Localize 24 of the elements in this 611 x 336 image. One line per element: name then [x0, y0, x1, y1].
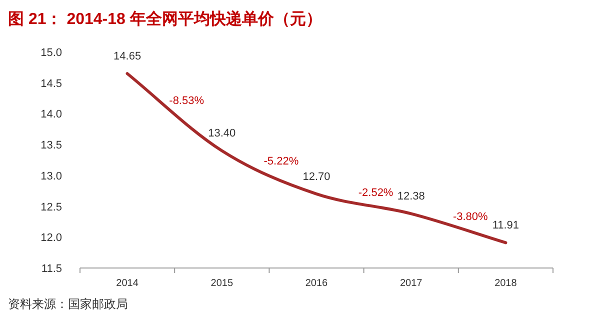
- text: 12.38: [397, 190, 425, 203]
- text: 资料来源：国家邮政局: [8, 297, 128, 311]
- y-tick-label: 13.5: [40, 140, 62, 152]
- y-tick-label: 11.5: [41, 263, 62, 275]
- text: 12.70: [302, 170, 330, 183]
- y-tick-label: 14.5: [40, 78, 62, 90]
- y-tick-label: 13.0: [40, 170, 62, 182]
- y-tick-label: 12.5: [40, 201, 62, 214]
- x-tick-label: 2016: [305, 278, 328, 289]
- chart-title: 图 21： 2014-18 年全网平均快递单价（元）: [8, 10, 322, 28]
- text: 11.91: [492, 220, 520, 232]
- x-tick-label: 2014: [116, 278, 139, 289]
- y-tick-label: 12.0: [40, 232, 62, 244]
- text: 13.40: [208, 128, 236, 140]
- text: 14.65: [114, 50, 142, 63]
- x-tick-label: 2017: [400, 278, 423, 289]
- x-tick-label: 2018: [494, 278, 518, 289]
- y-tick-label: 14.0: [40, 108, 62, 121]
- annotation: -2.52%: [358, 186, 394, 199]
- annotation: -3.80%: [452, 211, 488, 224]
- y-tick-label: 15.0: [40, 47, 62, 59]
- annotation: -5.22%: [264, 155, 299, 168]
- annotation: -8.53%: [169, 95, 204, 108]
- x-tick-label: 2015: [210, 278, 234, 289]
